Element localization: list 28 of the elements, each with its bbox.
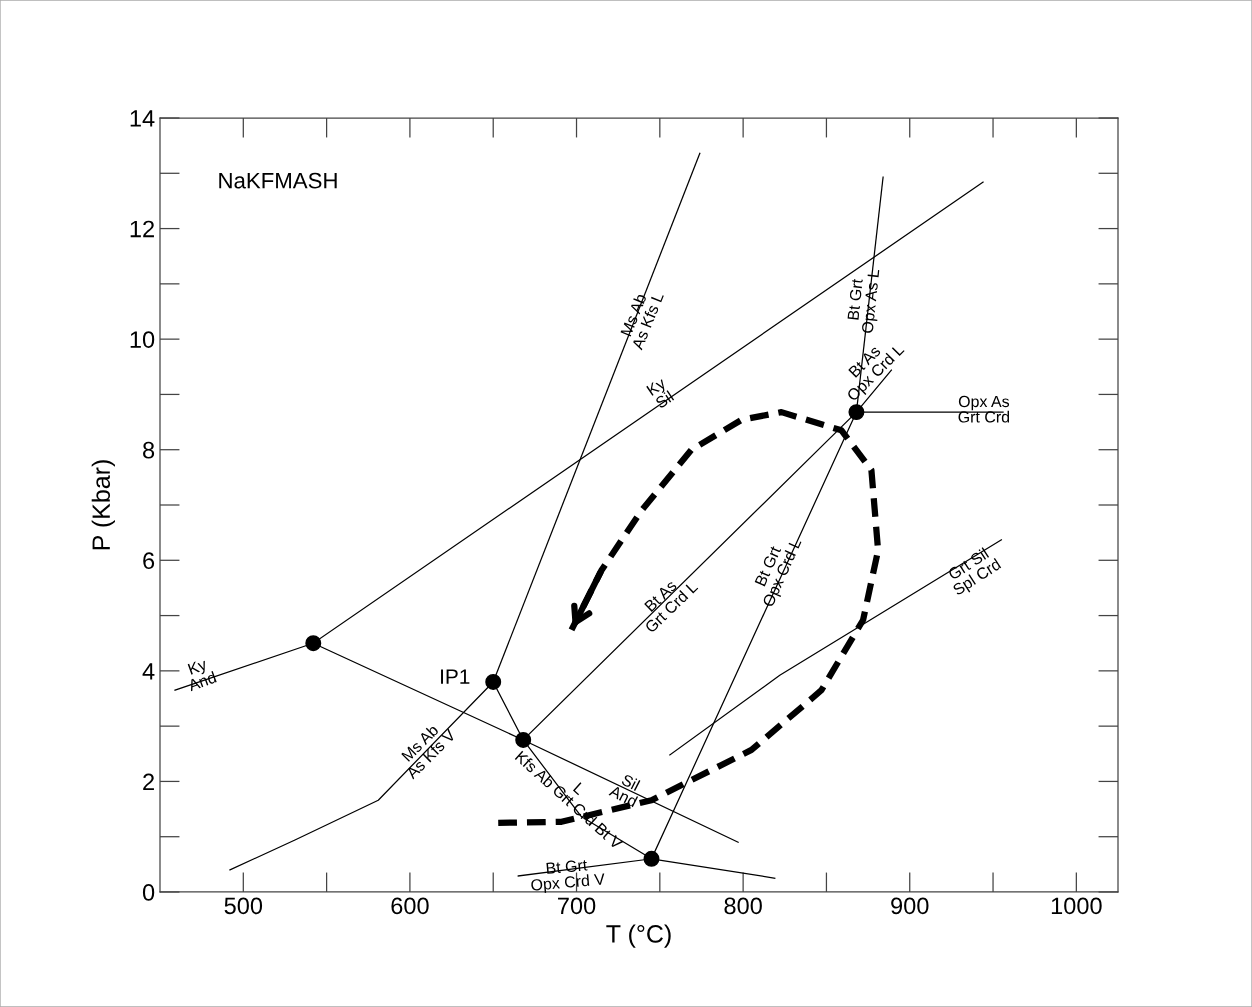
x-tick-label: 800 — [724, 897, 762, 915]
annotation: Ky Sil — [646, 377, 675, 409]
y-tick-label: 10 — [130, 331, 155, 348]
x-axis-title: T (°C) — [606, 924, 671, 948]
y-axis-title: P (Kbar) — [91, 460, 115, 550]
annotation: Grt Sil Spl Crd — [947, 547, 1004, 599]
annotation: Bt As Grt Crd L — [643, 579, 699, 634]
x-tick-label: 700 — [558, 897, 596, 915]
x-tick-label: 500 — [224, 897, 263, 915]
y-tick-label: 6 — [143, 552, 155, 570]
annotation: Opx As Grt Crd — [958, 395, 1010, 423]
x-tick-label: 900 — [891, 897, 929, 915]
annotation: Ms Ab As Kfs L — [619, 291, 664, 351]
annotation: NaKFMASH — [219, 172, 337, 189]
x-tick-label: 1000 — [1051, 897, 1102, 915]
y-tick-label: 8 — [143, 441, 155, 459]
y-tick-label: 4 — [142, 663, 155, 680]
y-tick-label: 0 — [142, 884, 155, 901]
annotation: Bt As Opx Crd L — [845, 342, 907, 404]
annotation: Sil And — [608, 773, 641, 808]
y-tick-label: 14 — [130, 110, 155, 127]
x-tick-label: 600 — [391, 897, 429, 915]
annotation: Ms Ab As Kfs V — [400, 723, 457, 780]
y-tick-label: 12 — [130, 220, 154, 238]
annotation: IP1 — [441, 669, 470, 684]
y-tick-label: 2 — [143, 773, 154, 790]
annotation: Ky And — [187, 658, 217, 692]
annotation: Bt Grt Opx Crd L — [754, 537, 805, 609]
